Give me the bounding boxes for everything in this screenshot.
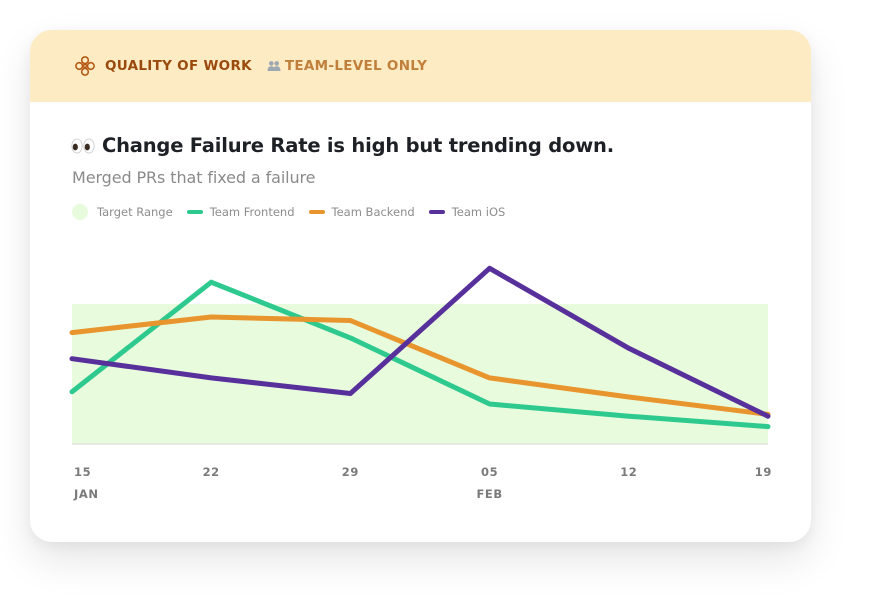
legend-swatch-frontend bbox=[186, 210, 203, 214]
scope-label: TEAM-LEVEL ONLY bbox=[284, 58, 428, 74]
legend-swatch-target bbox=[72, 204, 88, 220]
eyes-icon bbox=[71, 138, 95, 153]
section-label: QUALITY OF WORK bbox=[105, 58, 252, 74]
title-row: Change Failure Rate is high but trending… bbox=[71, 134, 614, 157]
legend-item-target: Target Range bbox=[72, 204, 173, 220]
people-icon bbox=[267, 61, 281, 71]
chart-card: QUALITY OF WORK TEAM-LEVEL ONLY Change F… bbox=[30, 30, 811, 542]
legend-swatch-backend bbox=[308, 210, 325, 214]
legend-item-frontend: Team Frontend bbox=[186, 205, 295, 219]
legend-label-backend: Team Backend bbox=[331, 205, 415, 219]
legend-label-target: Target Range bbox=[97, 205, 173, 219]
legend-item-ios: Team iOS bbox=[428, 205, 506, 219]
chart-subtitle: Merged PRs that fixed a failure bbox=[72, 168, 316, 187]
legend-item-backend: Team Backend bbox=[308, 205, 415, 219]
legend-swatch-ios bbox=[428, 210, 445, 214]
flower-icon bbox=[75, 56, 95, 76]
page-title: Change Failure Rate is high but trending… bbox=[102, 134, 614, 157]
legend-label-frontend: Team Frontend bbox=[209, 205, 295, 219]
chart-legend: Target Range Team Frontend Team Backend … bbox=[72, 204, 519, 220]
card-header: QUALITY OF WORK TEAM-LEVEL ONLY bbox=[30, 30, 811, 102]
legend-label-ios: Team iOS bbox=[451, 205, 506, 219]
